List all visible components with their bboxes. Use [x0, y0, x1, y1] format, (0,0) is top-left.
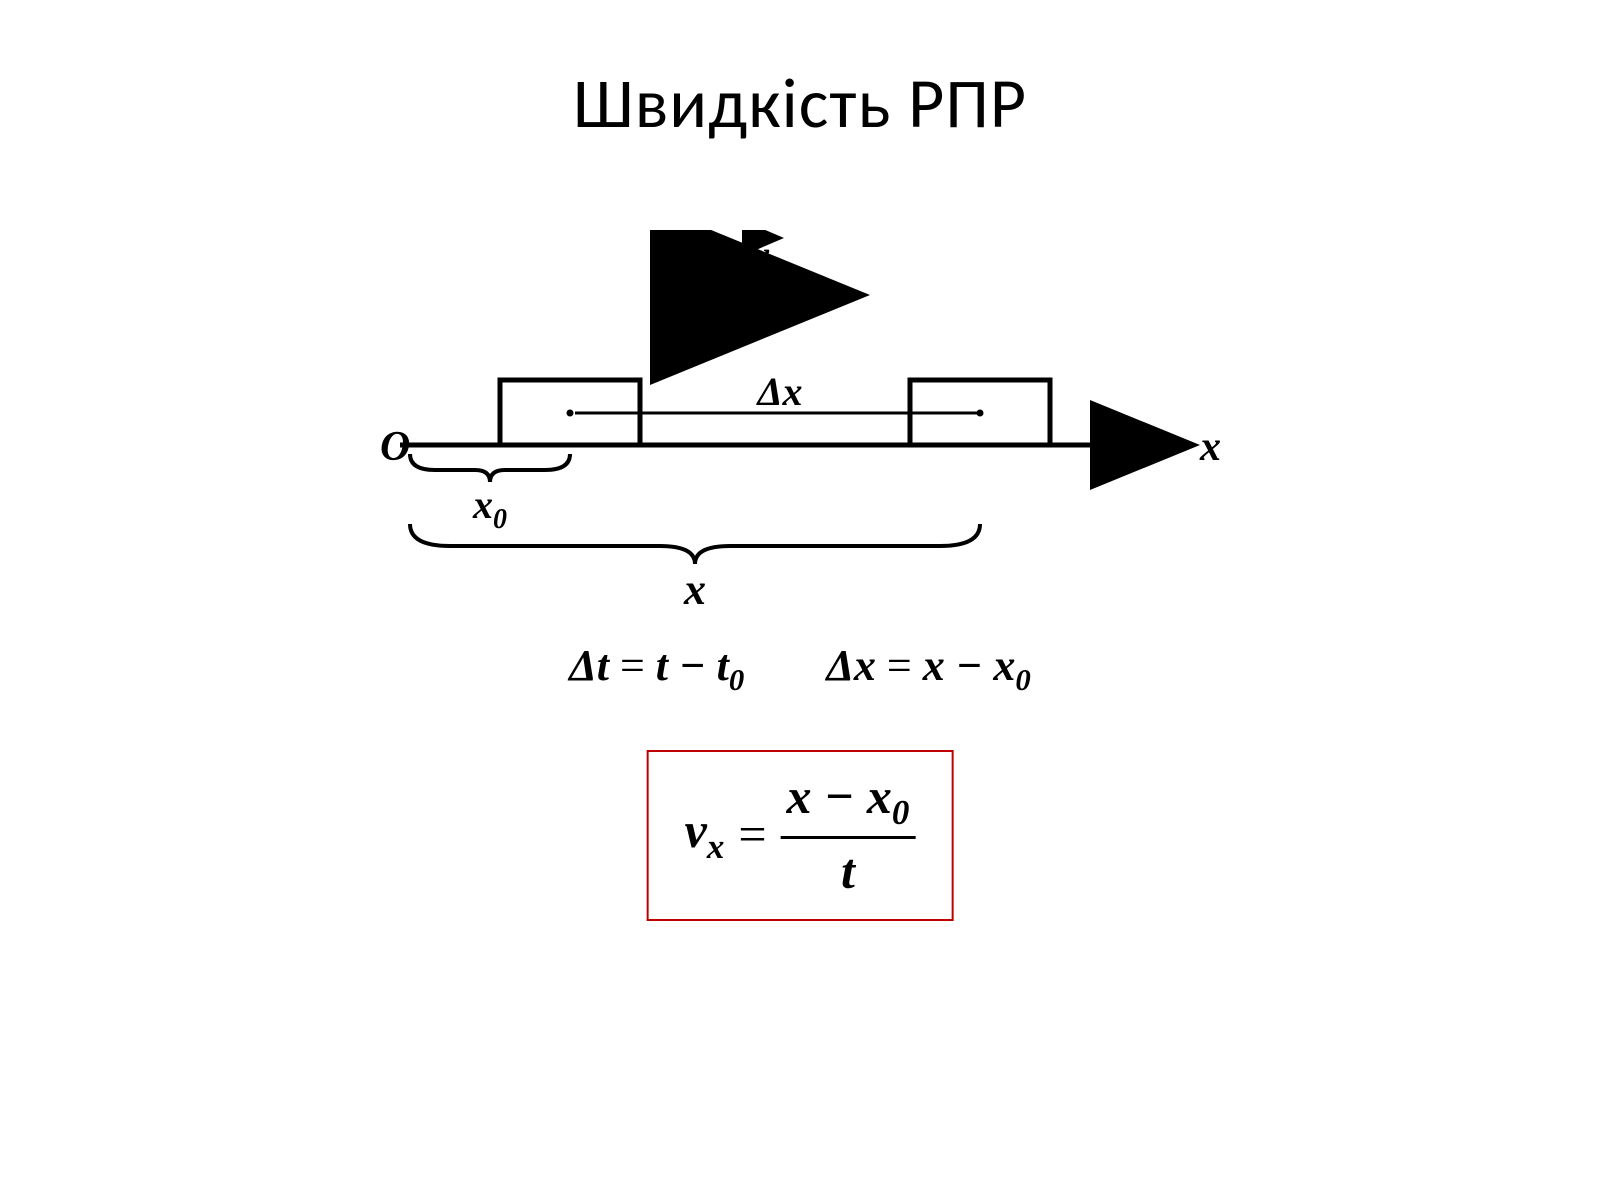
svg-text:x0: x0 — [472, 482, 507, 535]
velocity-fraction: x − x0 t — [781, 770, 916, 897]
x-axis-label: x — [1199, 424, 1220, 470]
eq-dx: Δx = x − x0 — [826, 641, 1031, 690]
equals-sign: = — [738, 805, 766, 863]
equations-row: Δt = t − t0 Δx = x − x0 — [0, 640, 1600, 698]
svg-text:x: x — [683, 565, 706, 610]
motion-diagram: v Δx x O — [380, 230, 1220, 615]
velocity-lhs: vx — [685, 801, 725, 867]
velocity-label: v — [700, 232, 830, 295]
velocity-formula-box: vx = x − x0 t — [647, 750, 954, 921]
origin-label: O — [380, 424, 410, 470]
eq-dt: Δt = t − t0 — [569, 641, 755, 690]
brace-x: x — [410, 524, 980, 610]
brace-x0: x0 — [410, 454, 570, 535]
delta-x-label: Δx — [755, 369, 802, 414]
page-title: Швидкість РПР — [0, 60, 1600, 146]
